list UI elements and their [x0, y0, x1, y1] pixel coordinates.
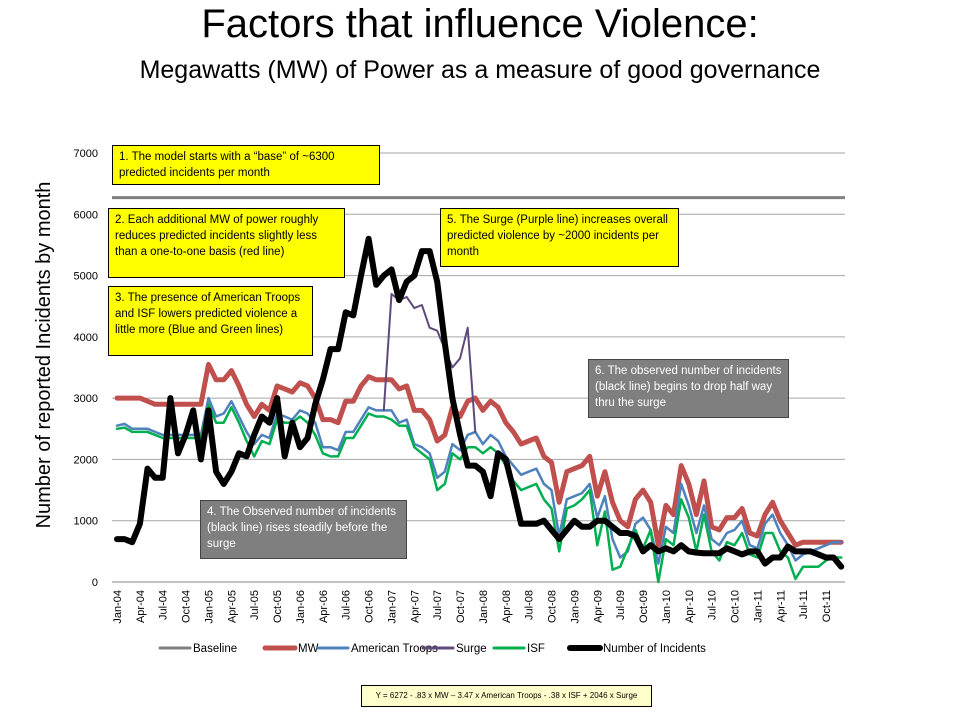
legend-label: ISF [527, 643, 545, 655]
x-tick-label: Jan-06 [295, 590, 307, 624]
x-tick-label: Apr-08 [501, 590, 513, 623]
series-line-number-of-incidents [114, 235, 845, 570]
x-tick-label: Jul-05 [249, 590, 261, 620]
x-tick-label: Jan-08 [478, 590, 490, 624]
x-tick-label: Apr-10 [684, 590, 696, 623]
legend-label: American Troops [351, 643, 438, 655]
chart-subtitle: Megawatts (MW) of Power as a measure of … [139, 56, 821, 84]
x-tick-label: Jan-11 [752, 590, 764, 623]
x-tick-label: Oct-08 [547, 590, 559, 623]
y-tick-label: 3000 [74, 393, 98, 405]
x-tick-label: Oct-07 [455, 590, 467, 623]
y-tick-label: 1000 [74, 516, 98, 528]
regression-formula: Y = 6272 - .83 x MW – 3.47 x American Tr… [361, 685, 652, 707]
x-tick-label: Apr-07 [409, 590, 421, 623]
chart-title: Factors that influence Violence: [201, 2, 759, 46]
y-tick-label: 2000 [74, 454, 98, 466]
series-line-isf [115, 403, 843, 584]
x-tick-label: Jan-09 [569, 590, 581, 624]
annotation-base: 1. The model starts with a “base” of ~63… [112, 145, 380, 185]
x-tick-label: Jan-10 [661, 590, 673, 624]
x-tick-label: Jul-08 [524, 590, 536, 620]
x-tick-label: Jul-11 [798, 590, 810, 619]
x-tick-label: Jul-10 [707, 590, 719, 620]
legend-label: Number of Incidents [603, 643, 706, 655]
x-tick-label: Apr-06 [318, 590, 330, 623]
series-line-american-troops [115, 396, 843, 565]
x-tick-label: Jul-07 [432, 590, 444, 620]
x-tick-label: Oct-05 [272, 590, 284, 623]
legend-label: Baseline [193, 643, 237, 655]
annotation-drop: 6. The observed number of incidents (bla… [588, 359, 789, 418]
y-axis-label: Number of reported Incidents by month [33, 182, 55, 529]
x-tick-label: Jul-04 [158, 590, 170, 620]
x-tick-label: Apr-09 [592, 590, 604, 623]
x-tick-label: Oct-06 [364, 590, 376, 623]
x-tick-label: Apr-05 [226, 590, 238, 623]
x-tick-label: Apr-11 [775, 590, 787, 622]
x-tick-label: Jul-09 [615, 590, 627, 620]
legend-label: MW [298, 643, 319, 655]
x-tick-label: Jul-06 [341, 590, 353, 620]
series-line-mw [114, 361, 844, 548]
x-tick-label: Jan-04 [112, 590, 124, 624]
x-tick-label: Oct-11 [821, 590, 833, 622]
x-tick-label: Jan-07 [386, 590, 398, 624]
x-tick-label: Oct-09 [638, 590, 650, 623]
legend-label: Surge [456, 643, 487, 655]
x-tick-label: Apr-04 [135, 590, 147, 623]
y-tick-label: 5000 [74, 271, 98, 283]
y-tick-label: 4000 [74, 332, 98, 344]
annotation-rise: 4. The Observed number of incidents (bla… [200, 500, 407, 559]
y-tick-label: 0 [92, 577, 98, 589]
x-tick-label: Oct-04 [181, 590, 193, 623]
annotation-troops-isf: 3. The presence of American Troops and I… [108, 286, 313, 356]
annotation-surge: 5. The Surge (Purple line) increases ove… [440, 208, 679, 267]
y-tick-label: 6000 [74, 209, 98, 221]
x-tick-label: Oct-10 [730, 590, 742, 623]
x-tick-label: Jan-05 [203, 590, 215, 624]
annotation-mw: 2. Each additional MW of power roughly r… [108, 208, 345, 278]
y-tick-label: 7000 [74, 148, 98, 160]
